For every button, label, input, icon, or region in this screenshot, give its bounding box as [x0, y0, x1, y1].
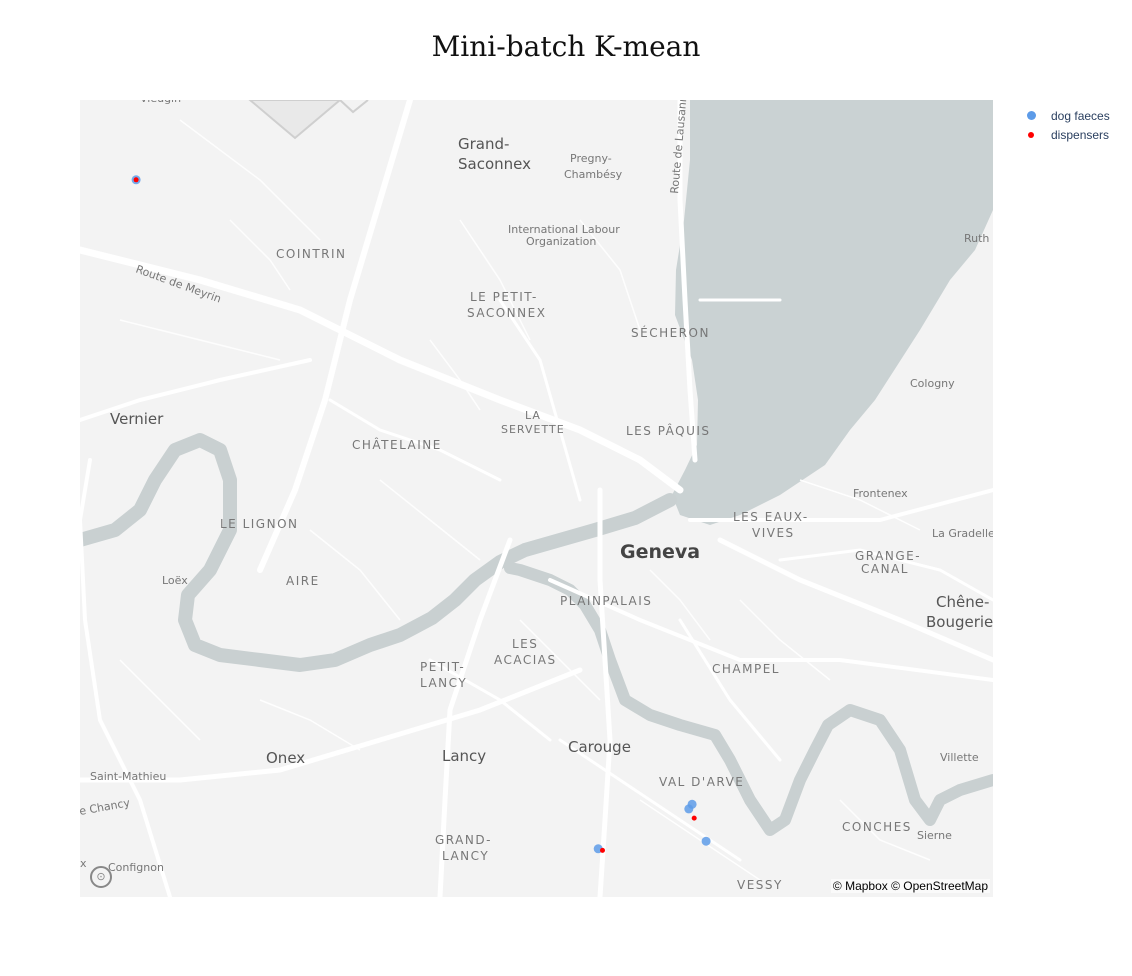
label-les-acacias: LES [512, 637, 538, 651]
label-conches: CONCHES [842, 820, 912, 834]
label-chene-bougeries-2: Bougeries [926, 613, 993, 631]
label-vessy: VESSY [737, 878, 783, 892]
legend-marker-dog-faeces [1026, 111, 1036, 120]
mapbox-logo-icon[interactable]: ⊙ [90, 866, 112, 888]
label-les-acacias-2: ACACIAS [494, 653, 557, 667]
label-onex: Onex [266, 749, 305, 767]
label-petit-lancy-2: LANCY [420, 676, 467, 690]
label-confignon: Confignon [108, 861, 164, 874]
point-dog-faeces-6[interactable] [687, 799, 697, 809]
label-frontenex: Frontenex [853, 487, 908, 500]
map-basemap: Grand- Saconnex Pregny- Chambésy Route d… [80, 100, 993, 897]
legend-item-dispensers[interactable]: dispensers [1022, 125, 1110, 144]
label-pregny-2: Chambésy [564, 168, 623, 181]
label-sierne: Sierne [917, 829, 952, 842]
label-saint-mathieu: Saint-Mathieu [90, 770, 166, 783]
point-dispensers-0[interactable] [133, 177, 139, 183]
label-grange-canal-2: CANAL [861, 562, 909, 576]
label-vieugin: Vieugin [140, 100, 181, 105]
label-villette: Villette [940, 751, 979, 764]
label-les-paquis: LES PÂQUIS [626, 423, 711, 438]
map-area[interactable]: Grand- Saconnex Pregny- Chambésy Route d… [80, 100, 993, 897]
map-attribution[interactable]: © Mapbox © OpenStreetMap [830, 879, 990, 893]
chart-title: Mini-batch K-mean [431, 30, 701, 63]
legend-marker-dispensers [1028, 131, 1034, 138]
legend-label-dog-faeces: dog faeces [1051, 108, 1110, 123]
label-grange-canal: GRANGE- [855, 549, 921, 563]
label-grand-lancy-2: LANCY [442, 849, 489, 863]
label-ilo-2: Organization [526, 235, 596, 248]
label-grand-lancy: GRAND- [435, 833, 492, 847]
legend: dog faeces dispensers [1022, 106, 1110, 144]
label-val-darve: VAL D'ARVE [659, 775, 744, 789]
label-geneva: Geneva [620, 541, 700, 563]
label-eaux-vives: LES EAUX- [733, 510, 809, 524]
label-petit-saconnex-2: SACONNEX [467, 306, 546, 320]
label-secheron: SÉCHERON [631, 325, 710, 340]
label-la-servette: LA [525, 409, 541, 422]
label-eaux-vives-2: VIVES [752, 526, 795, 540]
label-la-servette-2: SERVETTE [501, 423, 565, 436]
label-grand-saconnex: Grand- [458, 135, 509, 153]
label-x-edge: x [80, 857, 87, 870]
point-dog-faeces-7[interactable] [701, 836, 711, 846]
label-lancy: Lancy [442, 747, 486, 765]
point-dispensers-1[interactable] [600, 847, 605, 853]
legend-label-dispensers: dispensers [1051, 127, 1110, 142]
label-loex: Loëx [162, 574, 188, 587]
label-cologny: Cologny [910, 377, 955, 390]
point-dispensers-3[interactable] [691, 815, 697, 821]
label-carouge: Carouge [568, 738, 631, 756]
label-champel: CHAMPEL [712, 662, 780, 676]
label-grand-saconnex-2: Saconnex [458, 155, 531, 173]
label-chene-bougeries: Chêne- [936, 593, 989, 611]
label-le-lignon: LE LIGNON [220, 517, 299, 531]
legend-item-dog-faeces[interactable]: dog faeces [1022, 106, 1110, 125]
label-ruth: Ruth [964, 232, 989, 245]
label-aire: AIRE [286, 574, 320, 588]
label-ilo: International Labour [508, 223, 620, 236]
label-plainpalais: PLAINPALAIS [560, 594, 652, 608]
label-vernier: Vernier [110, 410, 164, 428]
label-la-gradelle: La Gradelle [932, 527, 993, 540]
label-petit-saconnex: LE PETIT- [470, 290, 538, 304]
scatter-points [131, 175, 711, 854]
label-petit-lancy: PETIT- [420, 660, 465, 674]
label-chatelaine: CHÂTELAINE [352, 437, 442, 452]
label-pregny: Pregny- [570, 152, 612, 165]
label-cointrin: COINTRIN [276, 247, 347, 261]
